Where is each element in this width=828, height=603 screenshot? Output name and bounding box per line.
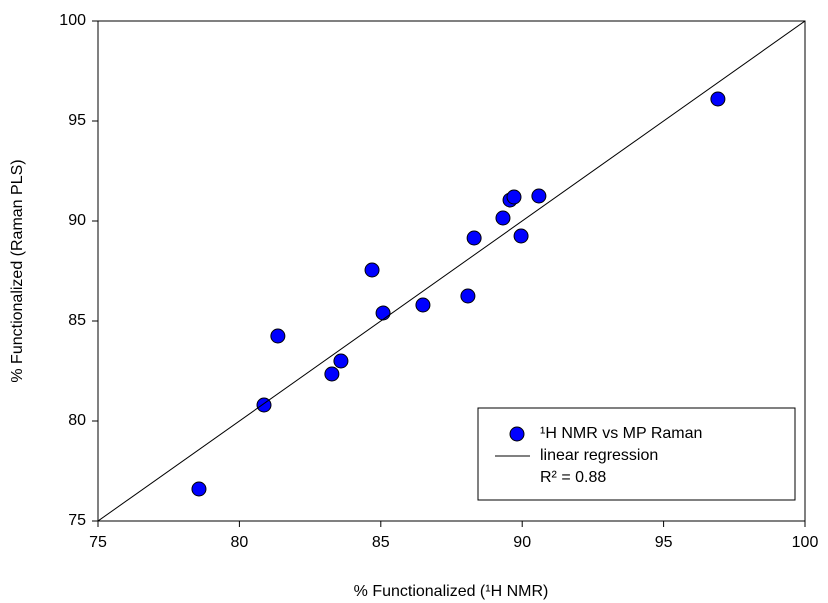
scatter-point bbox=[495, 210, 511, 226]
y-tick-label: 75 bbox=[68, 512, 86, 529]
x-tick-label: 100 bbox=[792, 534, 819, 551]
scatter-point bbox=[364, 262, 380, 278]
y-tick-label: 100 bbox=[59, 12, 86, 29]
x-tick-label: 95 bbox=[655, 534, 673, 551]
y-tick-label: 85 bbox=[68, 312, 86, 329]
y-tick-label: 95 bbox=[68, 112, 86, 129]
legend-label: ¹H NMR vs MP Raman bbox=[540, 425, 702, 442]
x-tick-label: 90 bbox=[513, 534, 531, 551]
scatter-point bbox=[531, 188, 547, 204]
x-tick-label: 85 bbox=[372, 534, 390, 551]
legend-marker bbox=[509, 426, 525, 442]
scatter-point bbox=[466, 230, 482, 246]
x-tick-label: 80 bbox=[231, 534, 249, 551]
y-tick-label: 80 bbox=[68, 412, 86, 429]
r-squared: R² = 0.88 bbox=[540, 469, 606, 486]
scatter-point bbox=[333, 353, 349, 369]
scatter-point bbox=[506, 189, 522, 205]
scatter-point bbox=[460, 288, 476, 304]
regression-line bbox=[98, 21, 805, 521]
scatter-point bbox=[513, 228, 529, 244]
scatter-point bbox=[375, 305, 391, 321]
scatter-point bbox=[324, 366, 340, 382]
x-tick-label: 75 bbox=[89, 534, 107, 551]
y-axis-label: % Functionalized (Raman PLS) bbox=[9, 159, 26, 382]
legend-label: linear regression bbox=[540, 447, 658, 464]
x-axis-label: % Functionalized (¹H NMR) bbox=[354, 583, 549, 600]
scatter-point bbox=[191, 481, 207, 497]
y-tick-label: 90 bbox=[68, 212, 86, 229]
scatter-point bbox=[710, 91, 726, 107]
legend-box bbox=[477, 407, 796, 501]
scatter-point bbox=[415, 297, 431, 313]
plot-frame bbox=[97, 20, 806, 522]
scatter-point bbox=[270, 328, 286, 344]
